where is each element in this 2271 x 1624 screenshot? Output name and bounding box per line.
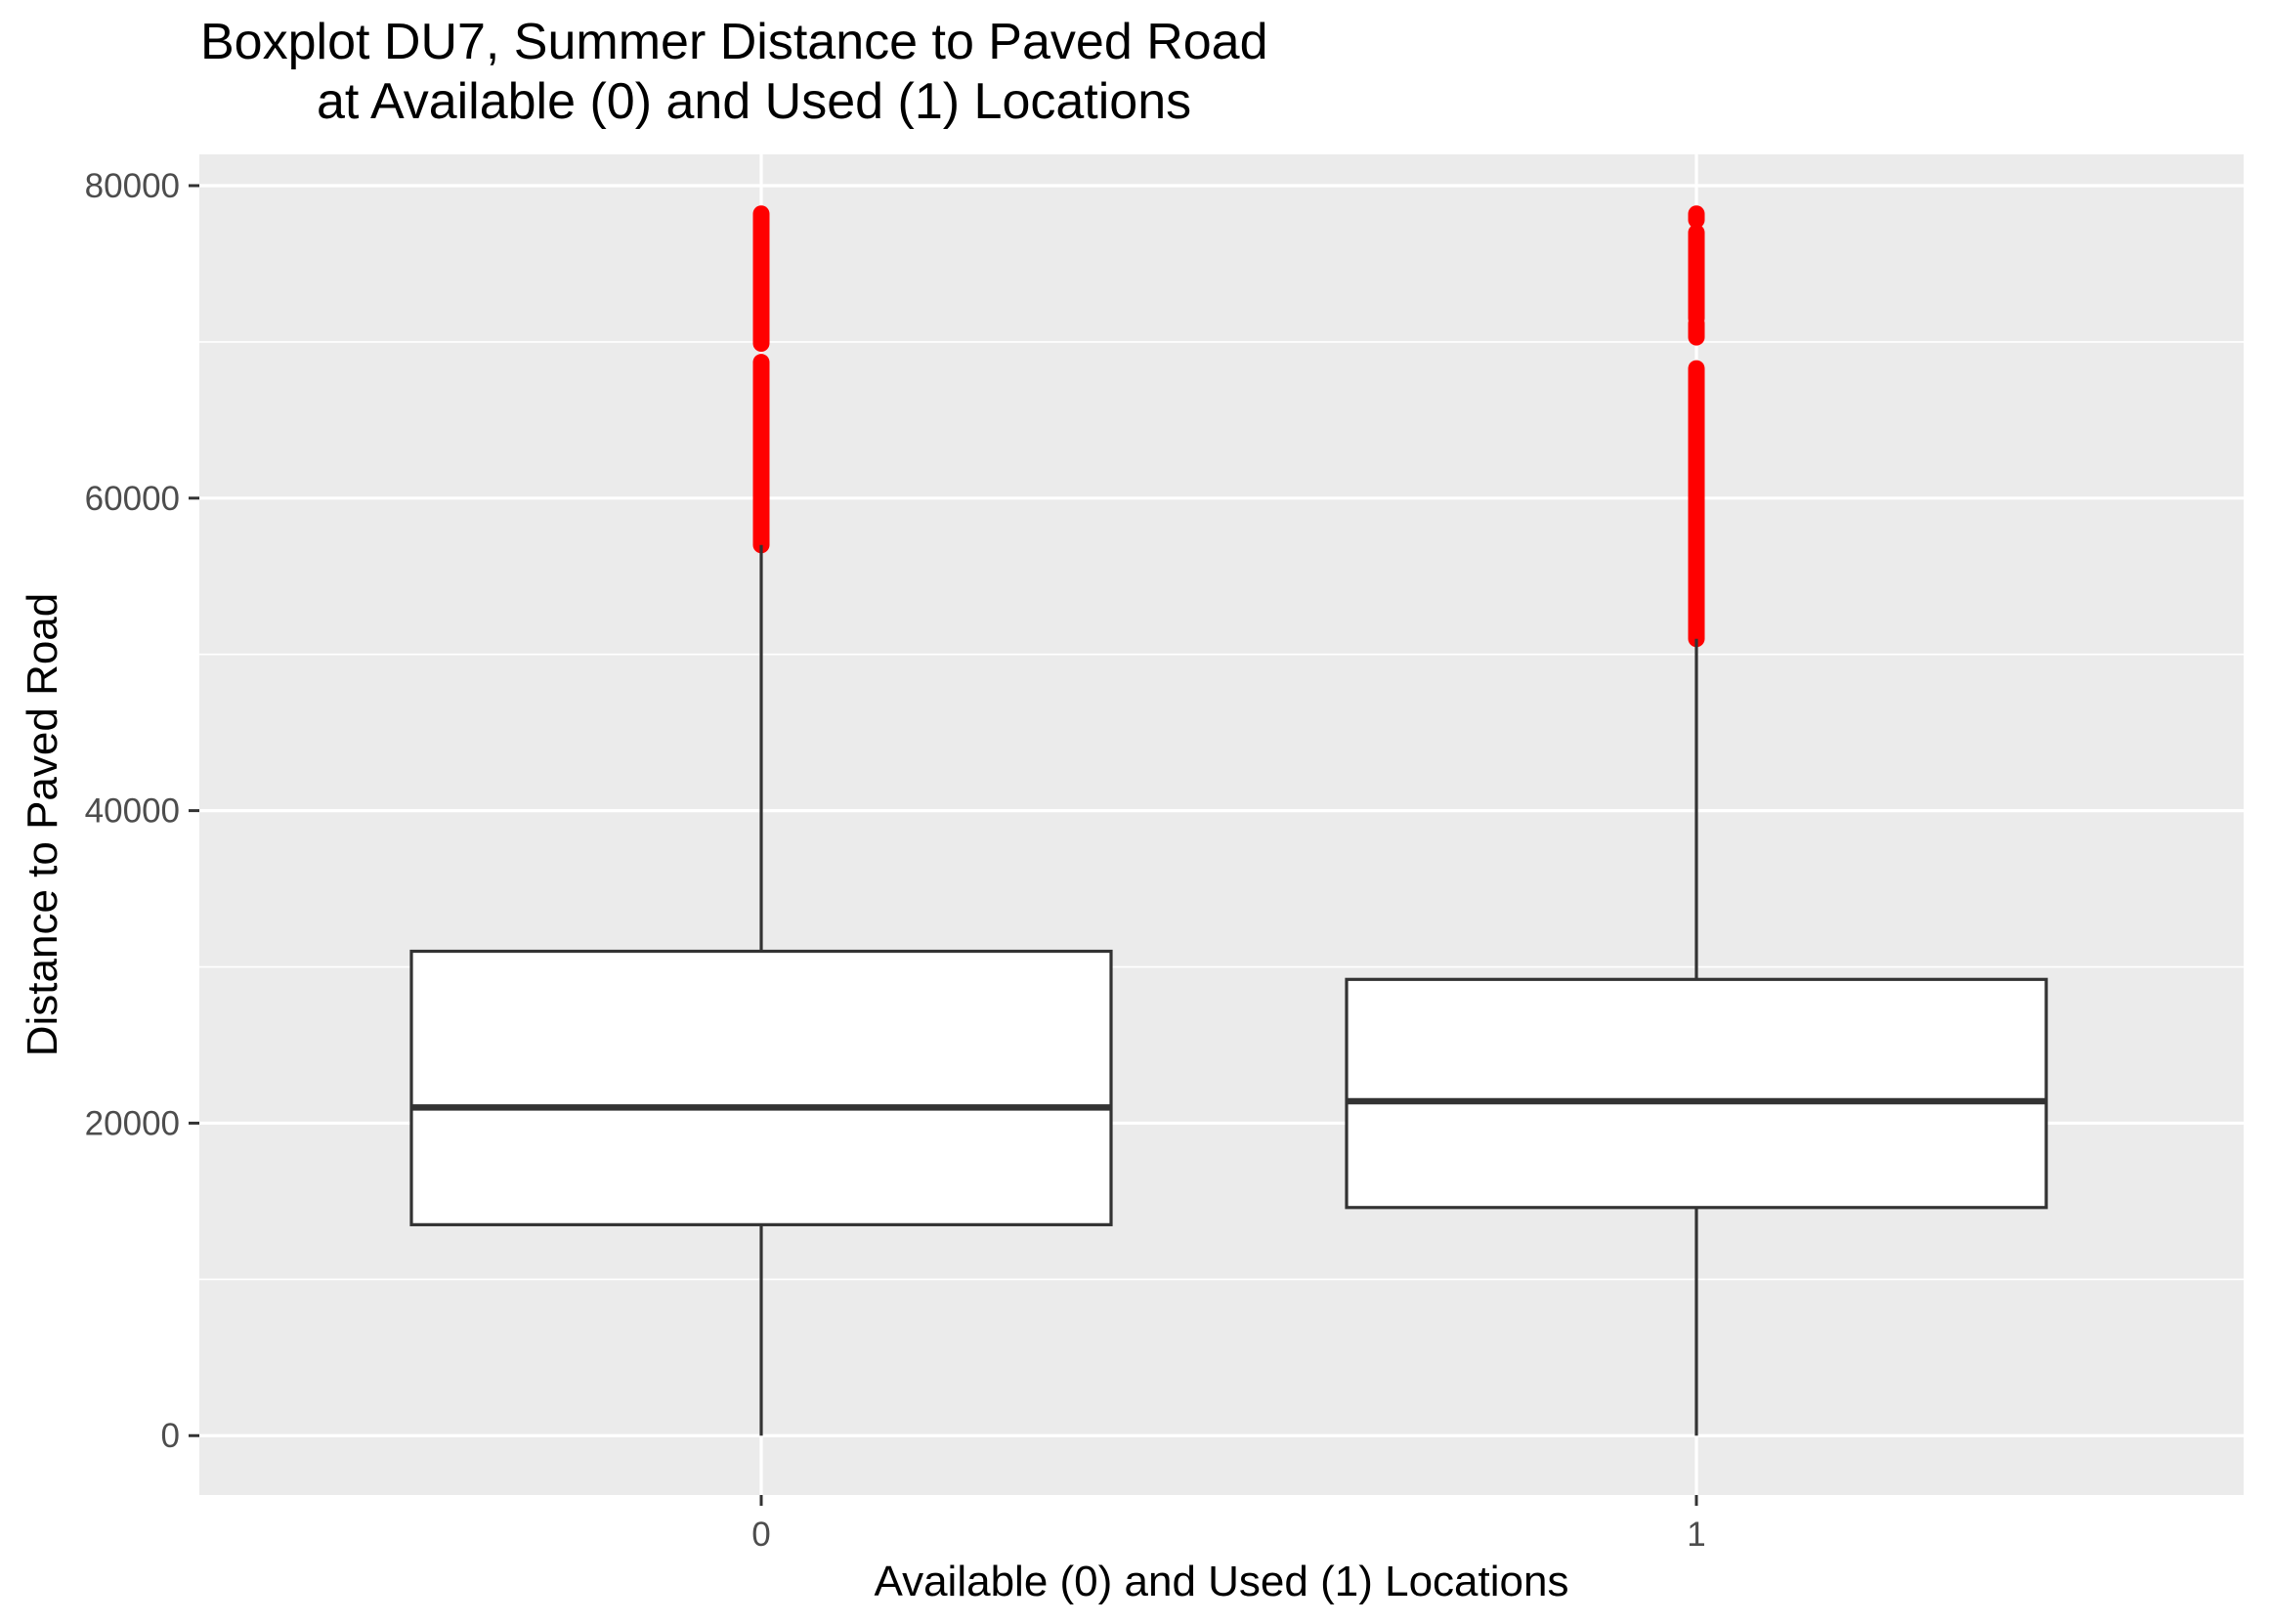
iqr-box <box>1345 977 2048 1210</box>
box-group-0 <box>409 205 1113 1436</box>
box-group-1 <box>1345 205 2048 1436</box>
y-tick-label: 60000 <box>85 480 180 518</box>
y-axis-title: Distance to Paved Road <box>19 593 66 1057</box>
boxes <box>409 205 2048 1436</box>
x-tick-label: 0 <box>751 1516 770 1554</box>
x-tick-label: 1 <box>1687 1516 1705 1554</box>
y-tick-label: 80000 <box>85 167 180 205</box>
x-axis-title: Available (0) and Used (1) Locations <box>875 1558 1569 1605</box>
chart-title-line-1: Boxplot DU7, Summer Distance to Paved Ro… <box>200 14 1268 70</box>
chart-title-line-2: at Available (0) and Used (1) Locations <box>317 73 1191 130</box>
y-tick-label: 20000 <box>85 1104 180 1142</box>
y-axis: 0 20000 40000 60000 80000 <box>85 167 199 1455</box>
y-tick-label: 0 <box>161 1417 180 1455</box>
y-tick-label: 40000 <box>85 792 180 831</box>
plot-panel <box>199 154 2244 1495</box>
iqr-box <box>409 949 1113 1226</box>
